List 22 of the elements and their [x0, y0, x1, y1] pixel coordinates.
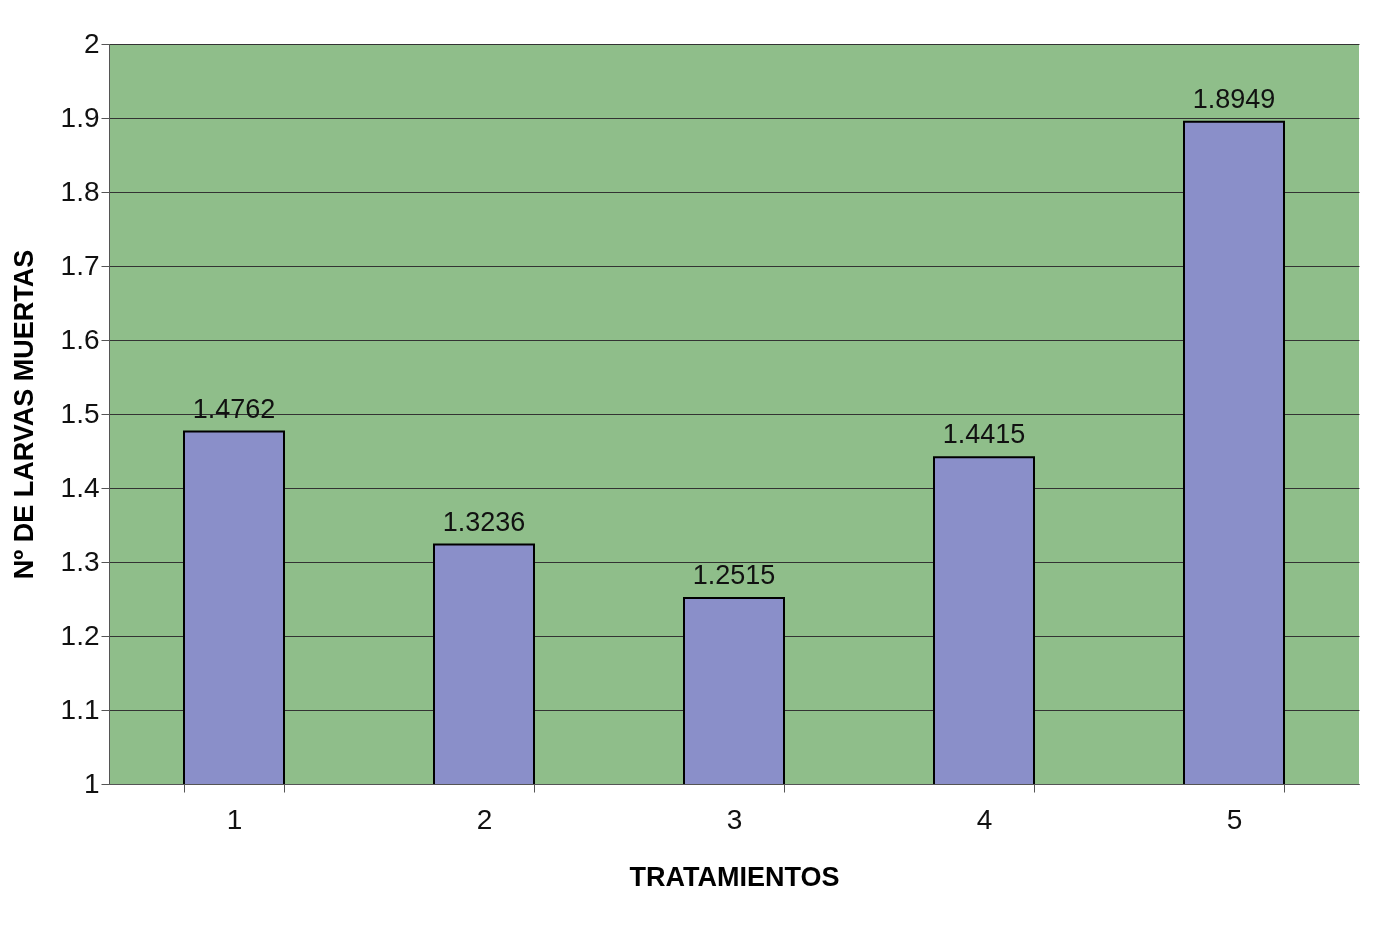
- data-label: 1.4415: [942, 419, 1026, 450]
- data-label: 1.8949: [1192, 83, 1276, 114]
- x-tick-label: 1: [226, 803, 243, 835]
- x-axis-title: TRATAMIENTOS: [629, 861, 840, 892]
- data-label: 1.2515: [692, 559, 776, 590]
- y-axis-title: Nº DE LARVAS MUERTAS: [8, 249, 39, 580]
- y-tick-label: 1.1: [60, 693, 100, 725]
- y-tick-label: 1.5: [60, 397, 100, 429]
- x-tick-label: 4: [976, 803, 993, 835]
- x-tick-label: 5: [1226, 803, 1243, 835]
- y-tick-label: 1.9: [60, 101, 100, 133]
- x-tick-label: 2: [476, 803, 493, 835]
- y-tick-label: 1.6: [60, 323, 100, 355]
- y-tick-label: 1.4: [60, 471, 100, 503]
- y-tick-label: 1.2: [60, 619, 100, 651]
- y-tick-label: 1.3: [60, 545, 100, 577]
- y-tick-label: 1: [83, 767, 100, 799]
- y-tick-label: 1.7: [60, 249, 100, 281]
- y-tick-label: 2: [83, 27, 100, 59]
- data-label: 1.3236: [442, 506, 526, 537]
- y-tick-label: 1.8: [60, 175, 100, 207]
- x-tick-label: 3: [726, 803, 743, 835]
